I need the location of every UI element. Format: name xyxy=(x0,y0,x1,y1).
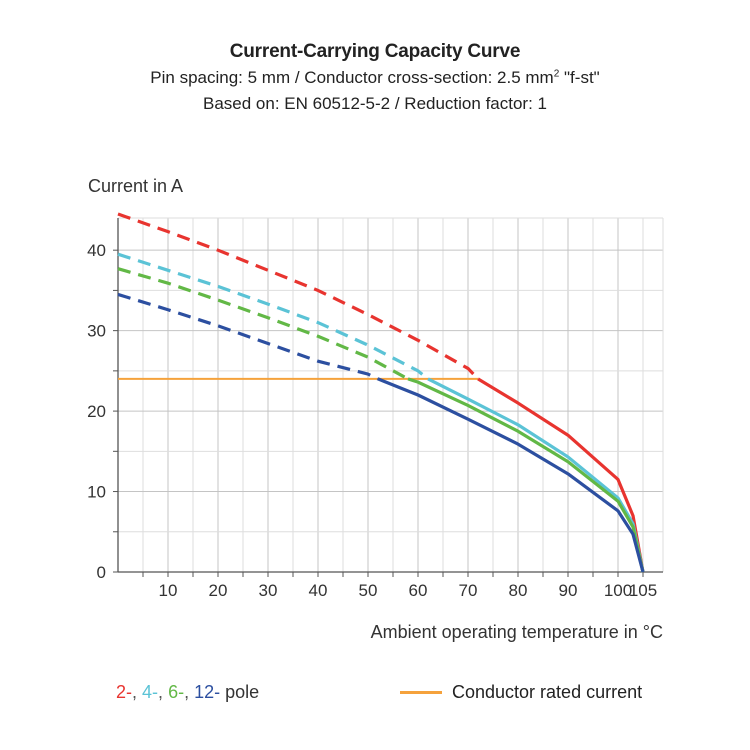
legend-pole-item: , xyxy=(184,682,195,702)
x-tick-label: 100 xyxy=(604,581,632,600)
x-tick-label: 105 xyxy=(629,581,657,600)
x-tick-label: 30 xyxy=(259,581,278,600)
y-tick-label: 0 xyxy=(97,563,106,582)
x-tick-label: 10 xyxy=(159,581,178,600)
series-2pole-dashed xyxy=(117,212,480,381)
x-tick-label: 20 xyxy=(209,581,228,600)
subtitle-1-superscript: 2 xyxy=(553,68,560,80)
series-layer xyxy=(117,212,645,573)
legend-pole-item: , xyxy=(158,682,169,702)
series-12pole-solid xyxy=(377,377,645,573)
x-tick-label: 40 xyxy=(309,581,328,600)
legend-pole-item: 12- xyxy=(194,682,221,702)
series-4pole-dashed xyxy=(117,252,430,381)
series-12pole-dashed xyxy=(117,292,379,381)
series-6pole-dashed xyxy=(117,267,409,381)
x-tick-label: 90 xyxy=(559,581,578,600)
chart-titles: Current-Carrying Capacity Curve Pin spac… xyxy=(0,38,750,117)
series-4pole-solid xyxy=(427,377,645,573)
grid xyxy=(118,217,664,572)
legend-pole-item: 4- xyxy=(142,682,159,702)
x-tick-label: 50 xyxy=(359,581,378,600)
chart-subtitle-2: Based on: EN 60512-5-2 / Reduction facto… xyxy=(203,94,547,113)
chart-title: Current-Carrying Capacity Curve xyxy=(229,41,521,62)
y-tick-label: 30 xyxy=(87,322,106,341)
y-tick-label: 20 xyxy=(87,402,106,421)
series-6pole-solid xyxy=(407,377,645,573)
y-tick-label: 10 xyxy=(87,483,106,502)
legend-pole-item: pole xyxy=(220,682,260,702)
x-axis-label: Ambient operating temperature in °C xyxy=(371,622,663,642)
pole-legend: 2-, 4-, 6-, 12- pole xyxy=(116,682,259,703)
x-tick-label: 70 xyxy=(459,581,478,600)
subtitle-1-text: Pin spacing: 5 mm / Conductor cross-sect… xyxy=(150,68,554,87)
y-tick-label: 40 xyxy=(87,241,106,260)
y-axis-label: Current in A xyxy=(88,176,183,196)
rated-current-legend: Conductor rated current xyxy=(400,682,642,703)
legend-pole-item: 2- xyxy=(116,682,133,702)
rated-current-swatch xyxy=(400,691,442,694)
rated-current-label: Conductor rated current xyxy=(452,682,643,702)
axes xyxy=(113,218,663,577)
subtitle-1-suffix: "f-st" xyxy=(559,68,600,87)
x-tick-label: 80 xyxy=(509,581,528,600)
chart-subtitle-1: Pin spacing: 5 mm / Conductor cross-sect… xyxy=(0,65,750,91)
x-tick-label: 60 xyxy=(409,581,428,600)
legend-pole-item: , xyxy=(132,682,143,702)
legend-pole-item: 6- xyxy=(168,682,185,702)
